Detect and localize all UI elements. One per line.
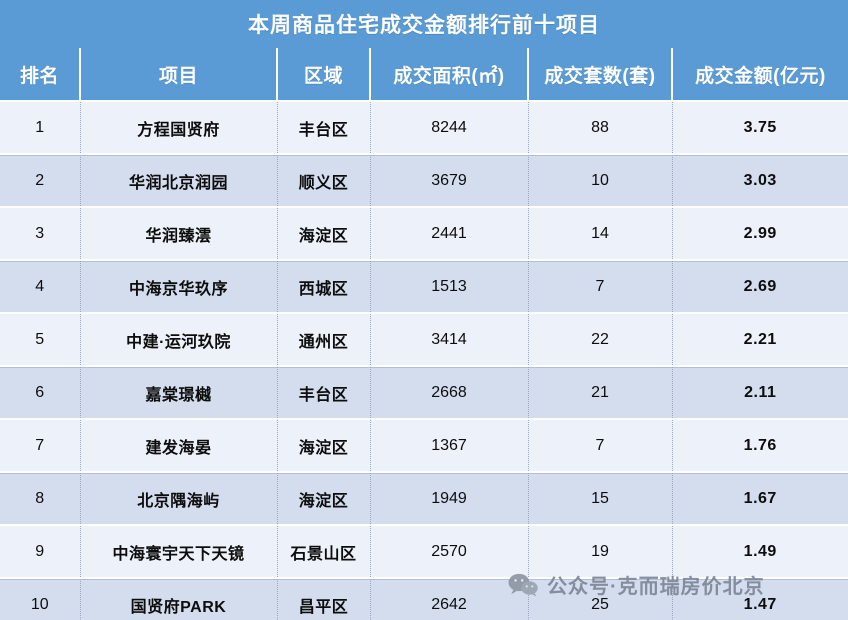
cell-project: 方程国贤府	[80, 101, 278, 155]
cell-amount: 2.69	[672, 260, 848, 314]
table-row[interactable]: 5 中建·运河玖院 通州区 3414 22 2.21	[0, 313, 848, 367]
table-row[interactable]: 6 嘉棠璟樾 丰台区 2668 21 2.11	[0, 366, 848, 420]
cell-district: 海淀区	[277, 419, 371, 473]
cell-project: 中海京华玖序	[80, 260, 278, 314]
cell-district: 海淀区	[277, 472, 371, 526]
cell-amount: 2.11	[672, 366, 848, 420]
cell-amount: 2.99	[672, 207, 848, 261]
cell-amount: 3.75	[672, 101, 848, 155]
cell-units: 22	[528, 313, 673, 367]
cell-amount: 3.03	[672, 154, 848, 208]
cell-rank: 1	[0, 101, 81, 155]
cell-rank: 5	[0, 313, 81, 367]
cell-project: 华润臻澐	[80, 207, 278, 261]
cell-district: 昌平区	[277, 578, 371, 620]
cell-district: 西城区	[277, 260, 371, 314]
cell-area: 8244	[370, 101, 529, 155]
cell-rank: 10	[0, 578, 81, 620]
cell-units: 15	[528, 472, 673, 526]
cell-project: 中海寰宇天下天镜	[80, 525, 278, 579]
cell-area: 1513	[370, 260, 529, 314]
column-header-area[interactable]: 成交面积(㎡)	[370, 48, 529, 102]
column-header-amount[interactable]: 成交金额(亿元)	[672, 48, 848, 102]
cell-rank: 7	[0, 419, 81, 473]
cell-rank: 9	[0, 525, 81, 579]
table-row[interactable]: 1 方程国贤府 丰台区 8244 88 3.75	[0, 101, 848, 155]
ranking-table: 排名 项目 区域 成交面积(㎡) 成交套数(套) 成交金额(亿元) 1 方程国贤府…	[0, 48, 848, 620]
cell-area: 3414	[370, 313, 529, 367]
table-body: 1 方程国贤府 丰台区 8244 88 3.75 2 华润北京润园 顺义区 3679 10 3.03 3…	[0, 101, 848, 620]
cell-units: 14	[528, 207, 673, 261]
cell-area: 2441	[370, 207, 529, 261]
cell-units: 7	[528, 260, 673, 314]
cell-district: 丰台区	[277, 101, 371, 155]
column-header-rank[interactable]: 排名	[0, 48, 81, 102]
cell-amount: 1.47	[672, 578, 848, 620]
table-row[interactable]: 10 国贤府PARK 昌平区 2642 25 1.47	[0, 578, 848, 620]
table-row[interactable]: 9 中海寰宇天下天镜 石景山区 2570 19 1.49	[0, 525, 848, 579]
cell-units: 21	[528, 366, 673, 420]
cell-units: 10	[528, 154, 673, 208]
column-header-units[interactable]: 成交套数(套)	[528, 48, 673, 102]
cell-rank: 2	[0, 154, 81, 208]
table-row[interactable]: 7 建发海晏 海淀区 1367 7 1.76	[0, 419, 848, 473]
cell-units: 25	[528, 578, 673, 620]
column-header-project[interactable]: 项目	[80, 48, 278, 102]
cell-rank: 3	[0, 207, 81, 261]
table-row[interactable]: 3 华润臻澐 海淀区 2441 14 2.99	[0, 207, 848, 261]
cell-rank: 4	[0, 260, 81, 314]
page-title: 本周商品住宅成交金额排行前十项目	[0, 0, 848, 48]
cell-district: 通州区	[277, 313, 371, 367]
cell-rank: 8	[0, 472, 81, 526]
cell-units: 7	[528, 419, 673, 473]
cell-project: 嘉棠璟樾	[80, 366, 278, 420]
column-header-district[interactable]: 区域	[277, 48, 371, 102]
cell-units: 88	[528, 101, 673, 155]
cell-units: 19	[528, 525, 673, 579]
cell-amount: 1.67	[672, 472, 848, 526]
cell-project: 中建·运河玖院	[80, 313, 278, 367]
cell-district: 石景山区	[277, 525, 371, 579]
cell-project: 北京隅海屿	[80, 472, 278, 526]
cell-area: 2642	[370, 578, 529, 620]
cell-district: 丰台区	[277, 366, 371, 420]
table-header: 排名 项目 区域 成交面积(㎡) 成交套数(套) 成交金额(亿元)	[0, 48, 848, 102]
cell-project: 国贤府PARK	[80, 578, 278, 620]
cell-project: 华润北京润园	[80, 154, 278, 208]
cell-amount: 2.21	[672, 313, 848, 367]
cell-amount: 1.49	[672, 525, 848, 579]
cell-area: 3679	[370, 154, 529, 208]
cell-area: 2668	[370, 366, 529, 420]
table-row[interactable]: 2 华润北京润园 顺义区 3679 10 3.03	[0, 154, 848, 208]
table-row[interactable]: 4 中海京华玖序 西城区 1513 7 2.69	[0, 260, 848, 314]
cell-district: 顺义区	[277, 154, 371, 208]
page-title-text: 本周商品住宅成交金额排行前十项目	[248, 14, 600, 37]
cell-area: 1949	[370, 472, 529, 526]
cell-area: 2570	[370, 525, 529, 579]
table-row[interactable]: 8 北京隅海屿 海淀区 1949 15 1.67	[0, 472, 848, 526]
cell-project: 建发海晏	[80, 419, 278, 473]
table-header-row: 排名 项目 区域 成交面积(㎡) 成交套数(套) 成交金额(亿元)	[0, 48, 848, 102]
cell-district: 海淀区	[277, 207, 371, 261]
cell-area: 1367	[370, 419, 529, 473]
cell-amount: 1.76	[672, 419, 848, 473]
cell-rank: 6	[0, 366, 81, 420]
